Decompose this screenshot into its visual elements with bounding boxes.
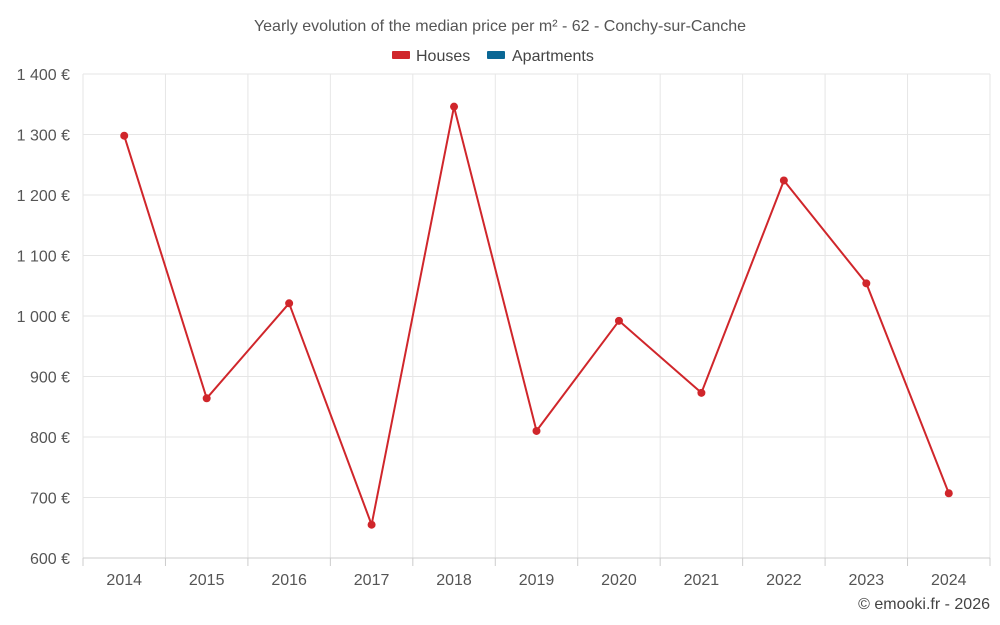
data-point-houses[interactable] xyxy=(614,316,623,325)
x-tick-label: 2018 xyxy=(436,572,472,589)
y-tick-label: 800 € xyxy=(30,430,70,447)
data-point-houses[interactable] xyxy=(120,131,129,140)
credit-text: © emooki.fr - 2026 xyxy=(858,596,990,613)
legend-swatch-houses xyxy=(392,51,410,59)
y-tick-label: 1 000 € xyxy=(17,309,70,326)
series-houses xyxy=(120,102,953,529)
y-gridlines xyxy=(83,73,990,498)
x-tick-label: 2017 xyxy=(354,572,390,589)
data-point-houses[interactable] xyxy=(944,489,953,498)
x-tick-label: 2016 xyxy=(271,572,307,589)
legend-item-houses[interactable]: Houses xyxy=(392,48,470,65)
x-tick-label: 2023 xyxy=(849,572,885,589)
data-point-houses[interactable] xyxy=(202,394,211,403)
x-tick-label: 2024 xyxy=(931,572,967,589)
x-tick-label: 2022 xyxy=(766,572,802,589)
x-tick-label: 2021 xyxy=(684,572,720,589)
data-point-houses[interactable] xyxy=(532,426,541,435)
legend-swatch-apartments xyxy=(487,51,505,59)
y-tick-label: 600 € xyxy=(30,551,70,568)
data-point-houses[interactable] xyxy=(862,279,871,288)
y-axis-labels: 600 € 700 € 800 € 900 € 1 000 € 1 100 € 1 200 … xyxy=(17,67,70,568)
data-point-houses[interactable] xyxy=(450,102,459,111)
y-tick-label: 900 € xyxy=(30,370,70,387)
data-point-houses[interactable] xyxy=(367,520,376,529)
y-tick-label: 1 100 € xyxy=(17,249,70,266)
data-point-houses[interactable] xyxy=(285,299,294,308)
chart-title: Yearly evolution of the median price per… xyxy=(254,18,746,35)
data-point-houses[interactable] xyxy=(697,388,706,397)
legend-item-apartments[interactable]: Apartments xyxy=(487,48,594,65)
x-tick-label: 2020 xyxy=(601,572,637,589)
y-tick-label: 700 € xyxy=(30,491,70,508)
legend-label-houses: Houses xyxy=(416,48,470,65)
x-axis-labels: 2014 2015 2016 2017 2018 2019 2020 2021 2022 2023… xyxy=(106,572,966,589)
y-tick-label: 1 300 € xyxy=(17,128,70,145)
x-tick-label: 2019 xyxy=(519,572,555,589)
x-tick-label: 2014 xyxy=(106,572,142,589)
y-tick-label: 1 400 € xyxy=(17,67,70,84)
y-tick-label: 1 200 € xyxy=(17,188,70,205)
legend: Houses Apartments xyxy=(392,48,594,65)
data-point-houses[interactable] xyxy=(779,176,788,185)
legend-label-apartments: Apartments xyxy=(512,48,594,65)
x-axis-ticks xyxy=(82,558,991,566)
x-tick-label: 2015 xyxy=(189,572,225,589)
